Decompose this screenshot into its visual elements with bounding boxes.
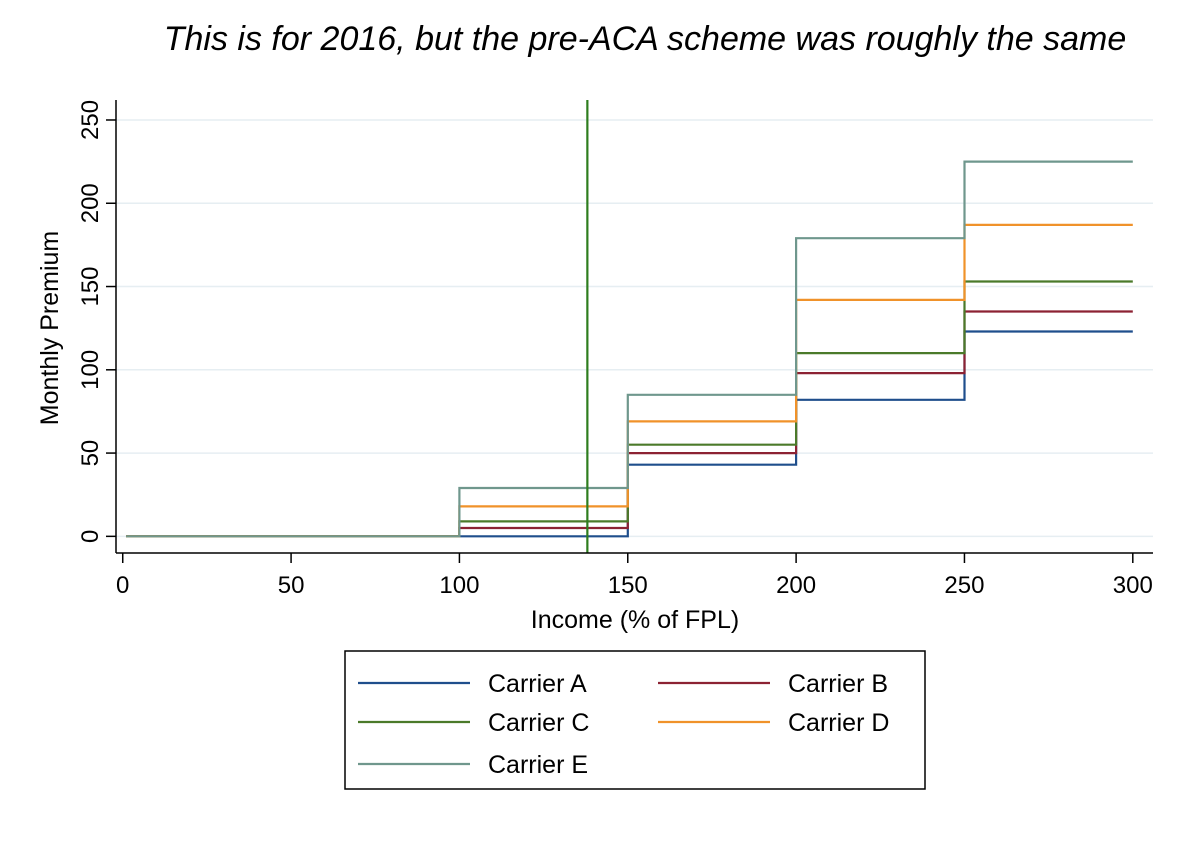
series-lines xyxy=(126,160,1133,538)
series-line-carrier-c xyxy=(126,280,1133,538)
y-tick-label: 250 xyxy=(77,100,104,140)
legend-label-carrier-c: Carrier C xyxy=(488,709,589,737)
y-tick-label: 150 xyxy=(77,267,104,307)
legend: Carrier A Carrier B Carrier C Carrier D Carr… xyxy=(344,650,926,790)
legend-label-carrier-b: Carrier B xyxy=(788,670,888,698)
chart-caption: This is for 2016, but the pre-ACA scheme… xyxy=(163,20,1127,58)
x-tick-label: 0 xyxy=(116,572,129,599)
x-tick-label: 250 xyxy=(944,572,984,599)
y-axis-title: Monthly Premium xyxy=(36,231,64,426)
series-line-carrier-e xyxy=(126,160,1133,538)
grid xyxy=(116,119,1153,538)
series-line-carrier-a xyxy=(126,330,1133,538)
y-tick-label: 0 xyxy=(77,530,104,543)
y-tick-label: 50 xyxy=(77,440,104,467)
legend-box xyxy=(344,650,926,790)
legend-label-carrier-e: Carrier E xyxy=(488,751,588,779)
legend-label-carrier-d: Carrier D xyxy=(788,709,889,737)
x-axis-title: Income (% of FPL) xyxy=(531,606,739,634)
x-tick-label: 300 xyxy=(1113,572,1153,599)
series-line-carrier-b xyxy=(126,310,1133,538)
x-tick-label: 50 xyxy=(278,572,305,599)
axes: 0 50 100 150 200 250 300 0 50 100 150 200 250 xyxy=(77,100,1153,599)
y-tick-label: 200 xyxy=(77,183,104,223)
x-tick-label: 200 xyxy=(776,572,816,599)
series-line-carrier-d xyxy=(126,223,1133,538)
y-tick-label: 100 xyxy=(77,350,104,390)
x-tick-label: 150 xyxy=(608,572,648,599)
legend-label-carrier-a: Carrier A xyxy=(488,670,587,698)
x-tick-label: 100 xyxy=(439,572,479,599)
